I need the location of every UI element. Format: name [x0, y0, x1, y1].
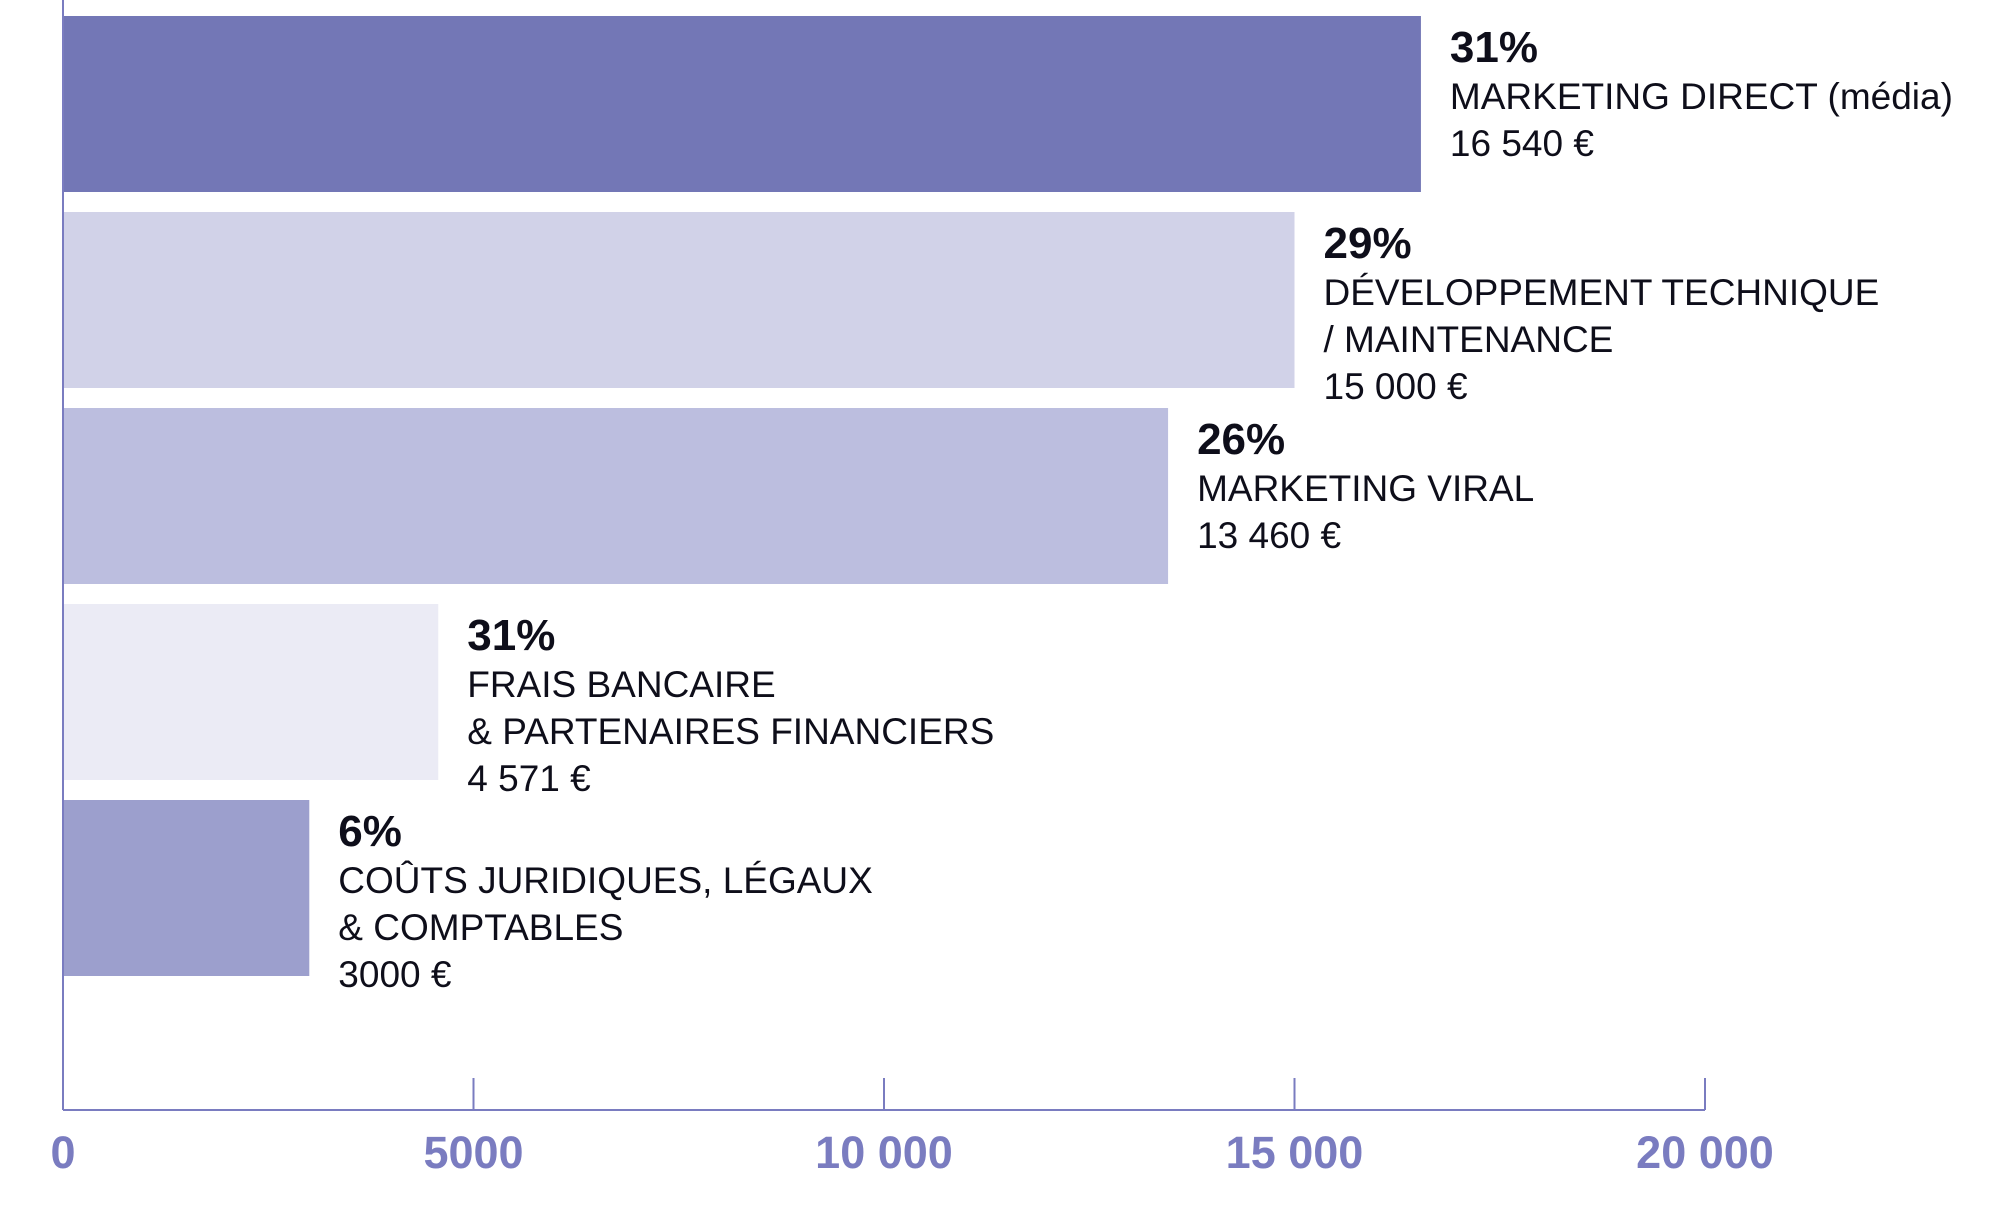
x-axis: 0 5000 10 000 15 000 20 000	[50, 0, 1774, 1178]
bar-2-category-label-line-1: DÉVELOPPEMENT TECHNIQUE	[1324, 272, 1880, 313]
bar-4	[63, 604, 439, 780]
bar-4-category-label-line-1: FRAIS BANCAIRE	[467, 664, 775, 705]
x-tick-label-20000: 20 000	[1636, 1127, 1774, 1178]
bars-layer	[63, 16, 1421, 976]
bar-1-amount-label: 16 540 €	[1450, 123, 1594, 164]
bar-5	[63, 800, 310, 976]
bar-5-percent-label: 6%	[338, 807, 402, 856]
bar-4-category-label-line-2: & PARTENAIRES FINANCIERS	[467, 711, 994, 752]
bar-2-amount-label: 15 000 €	[1324, 366, 1468, 407]
bar-5-amount-label: 3000 €	[338, 954, 452, 995]
bar-1-percent-label: 31%	[1450, 23, 1538, 72]
bar-3-amount-label: 13 460 €	[1197, 515, 1341, 556]
bar-1-category-label-line-1: MARKETING DIRECT (média)	[1450, 76, 1953, 117]
bar-4-percent-label: 31%	[467, 611, 555, 660]
x-tick-label-5000: 5000	[423, 1127, 523, 1178]
bar-labels-layer: 31%MARKETING DIRECT (média)16 540 €29%DÉ…	[338, 23, 1953, 995]
bar-5-category-label-line-2: & COMPTABLES	[338, 907, 623, 948]
bar-2-percent-label: 29%	[1324, 219, 1412, 268]
x-tick-label-0: 0	[50, 1127, 75, 1178]
bar-3-percent-label: 26%	[1197, 415, 1285, 464]
x-tick-label-15000: 15 000	[1226, 1127, 1364, 1178]
x-tick-label-10000: 10 000	[815, 1127, 953, 1178]
bar-2-category-label-line-2: / MAINTENANCE	[1324, 319, 1614, 360]
bar-5-category-label-line-1: COÛTS JURIDIQUES, LÉGAUX	[338, 860, 873, 901]
bar-3	[63, 408, 1169, 584]
bar-4-amount-label: 4 571 €	[467, 758, 591, 799]
bar-1	[63, 16, 1421, 192]
bar-2	[63, 212, 1295, 388]
bar-3-category-label-line-1: MARKETING VIRAL	[1197, 468, 1534, 509]
